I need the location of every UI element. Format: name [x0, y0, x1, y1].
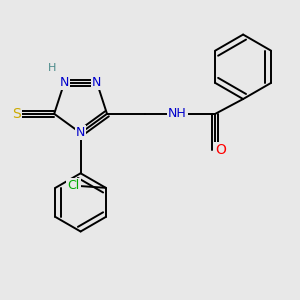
Text: O: O [215, 142, 226, 157]
Text: N: N [60, 76, 69, 89]
Text: Cl: Cl [68, 179, 80, 192]
Text: N: N [92, 76, 102, 89]
Text: N: N [76, 127, 85, 140]
Text: NH: NH [168, 107, 187, 120]
Text: H: H [48, 63, 56, 74]
Text: S: S [12, 107, 20, 121]
